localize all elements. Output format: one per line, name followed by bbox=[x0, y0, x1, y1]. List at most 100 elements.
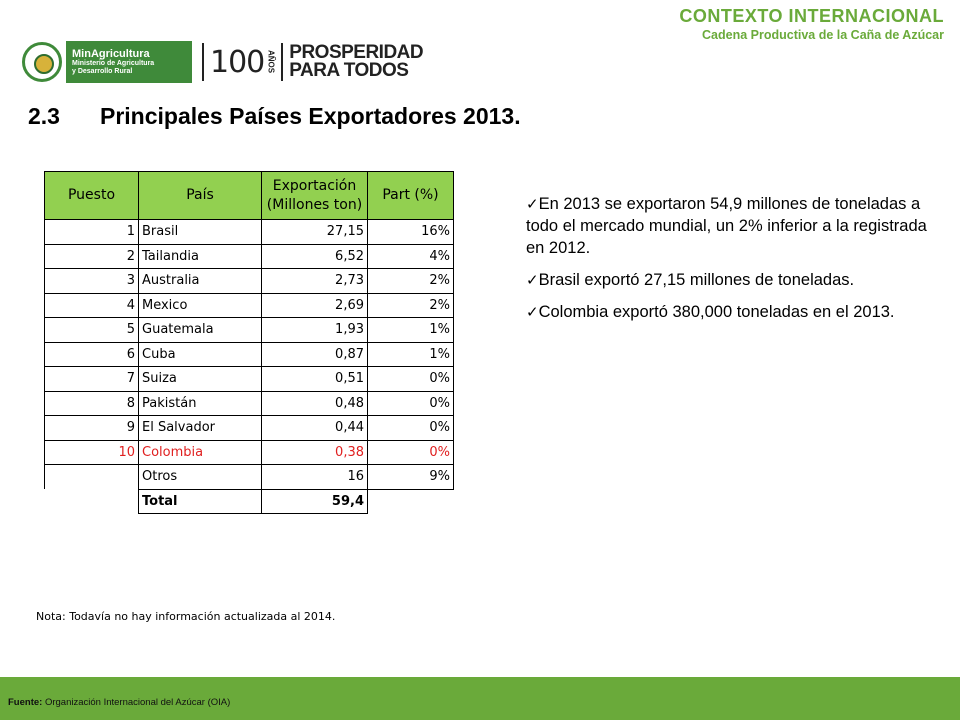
table-row-total: Total 59,4 bbox=[45, 488, 454, 514]
cell-export: 16 bbox=[261, 464, 368, 490]
check-icon: ✓ bbox=[526, 271, 539, 289]
cell-puesto: 5 bbox=[44, 317, 139, 343]
table-row-otros: Otros 16 9% bbox=[44, 464, 454, 490]
cell-pais: Brasil bbox=[138, 219, 262, 245]
cell-pais: Guatemala bbox=[138, 317, 262, 343]
header-block: CONTEXTO INTERNACIONAL Cadena Productiva… bbox=[679, 6, 944, 42]
cell-part: 0% bbox=[367, 415, 454, 441]
cell-part: 16% bbox=[367, 219, 454, 245]
ministry-name: MinAgricultura bbox=[72, 48, 150, 60]
cell-pais: Otros bbox=[138, 464, 262, 490]
header-part: Part (%) bbox=[367, 171, 454, 220]
cell-pais: Suiza bbox=[138, 366, 262, 392]
ministry-logo: MinAgricultura Ministerio de Agricultura… bbox=[66, 41, 192, 83]
cell-export: 1,93 bbox=[261, 317, 368, 343]
cell-part: 9% bbox=[367, 464, 454, 490]
cell-part: 0% bbox=[367, 366, 454, 392]
cell-puesto: 8 bbox=[44, 390, 139, 416]
cell-puesto: 10 bbox=[44, 439, 139, 465]
bullet-item: ✓En 2013 se exportaron 54,9 millones de … bbox=[526, 193, 936, 259]
table-row: 5 Guatemala 1,93 1% bbox=[44, 317, 454, 343]
table-row: 3 Australia 2,73 2% bbox=[44, 268, 454, 294]
cell-export: 6,52 bbox=[261, 243, 368, 269]
cell-puesto: 9 bbox=[44, 415, 139, 441]
section-number: 2.3 bbox=[28, 103, 60, 129]
cell-puesto: 1 bbox=[44, 219, 139, 245]
slogan-line1: PROSPERIDAD bbox=[289, 42, 424, 63]
cell-export: 0,48 bbox=[261, 390, 368, 416]
cell-puesto: 4 bbox=[44, 292, 139, 318]
header-exportacion-line2: (Millones ton) bbox=[266, 196, 363, 213]
centenary-logo: 100 bbox=[210, 44, 265, 80]
cell-empty bbox=[44, 464, 139, 489]
cell-total-label: Total bbox=[138, 488, 262, 514]
header-subtitle: Cadena Productiva de la Caña de Azúcar bbox=[702, 28, 944, 42]
cell-puesto: 7 bbox=[44, 366, 139, 392]
table-row: 6 Cuba 0,87 1% bbox=[44, 341, 454, 367]
section-title-text: Principales Países Exportadores 2013. bbox=[100, 103, 521, 129]
cell-pais: Mexico bbox=[138, 292, 262, 318]
cell-export: 0,51 bbox=[261, 366, 368, 392]
bullet-item: ✓Colombia exportó 380,000 toneladas en e… bbox=[526, 301, 936, 323]
check-icon: ✓ bbox=[526, 195, 539, 213]
centenary-suffix: AÑOS bbox=[266, 50, 276, 74]
ministry-line1: Ministerio de Agricultura bbox=[72, 60, 155, 67]
cell-empty bbox=[45, 489, 139, 514]
table-row: 4 Mexico 2,69 2% bbox=[44, 292, 454, 318]
cell-part: 0% bbox=[367, 439, 454, 465]
cell-part: 1% bbox=[367, 317, 454, 343]
cell-puesto: 3 bbox=[44, 268, 139, 294]
cell-export: 27,15 bbox=[261, 219, 368, 245]
ministry-line2: y Desarrollo Rural bbox=[72, 68, 133, 75]
cell-puesto: 6 bbox=[44, 341, 139, 367]
table-row: 2 Tailandia 6,52 4% bbox=[44, 243, 454, 269]
cell-part: 2% bbox=[367, 268, 454, 294]
cell-part: 2% bbox=[367, 292, 454, 318]
section-title: 2.3 Principales Países Exportadores 2013. bbox=[28, 103, 521, 130]
table-header-row: Puesto País Exportación (Millones ton) P… bbox=[44, 171, 454, 220]
source-text: Fuente: Organización Internacional del A… bbox=[8, 697, 230, 708]
cell-empty bbox=[368, 489, 454, 514]
cell-export: 0,38 bbox=[261, 439, 368, 465]
logo-strip: MinAgricultura Ministerio de Agricultura… bbox=[22, 40, 424, 84]
header-title: CONTEXTO INTERNACIONAL bbox=[679, 6, 944, 26]
bullet-text: En 2013 se exportaron 54,9 millones de t… bbox=[526, 195, 927, 257]
cell-total-value: 59,4 bbox=[261, 488, 368, 514]
logo-divider-2 bbox=[281, 43, 284, 81]
cell-export: 2,69 bbox=[261, 292, 368, 318]
note-text: Nota: Todavía no hay información actuali… bbox=[36, 610, 336, 623]
table-row-colombia: 10 Colombia 0,38 0% bbox=[44, 439, 454, 465]
source-label: Fuente: bbox=[8, 697, 43, 708]
bullet-text: Colombia exportó 380,000 toneladas en el… bbox=[538, 303, 895, 321]
coat-of-arms-icon bbox=[22, 42, 62, 82]
bullet-list: ✓En 2013 se exportaron 54,9 millones de … bbox=[526, 193, 936, 333]
bullet-item: ✓Brasil exportó 27,15 millones de tonela… bbox=[526, 269, 936, 291]
header-puesto: Puesto bbox=[44, 171, 139, 220]
logo-divider bbox=[202, 43, 204, 81]
footer-bar: Fuente: Organización Internacional del A… bbox=[0, 677, 960, 720]
cell-pais: Tailandia bbox=[138, 243, 262, 269]
check-icon: ✓ bbox=[526, 303, 539, 321]
cell-pais: Pakistán bbox=[138, 390, 262, 416]
cell-part: 0% bbox=[367, 390, 454, 416]
cell-pais: El Salvador bbox=[138, 415, 262, 441]
bullet-text: Brasil exportó 27,15 millones de tonelad… bbox=[538, 271, 855, 289]
cell-pais: Cuba bbox=[138, 341, 262, 367]
cell-part: 1% bbox=[367, 341, 454, 367]
table-row: 1 Brasil 27,15 16% bbox=[44, 219, 454, 245]
table-row: 8 Pakistán 0,48 0% bbox=[44, 390, 454, 416]
cell-export: 2,73 bbox=[261, 268, 368, 294]
header-pais: País bbox=[138, 171, 262, 220]
slogan-logo: PROSPERIDAD PARA TODOS bbox=[289, 42, 424, 81]
cell-export: 0,87 bbox=[261, 341, 368, 367]
header-exportacion: Exportación (Millones ton) bbox=[261, 171, 368, 220]
table-row: 7 Suiza 0,51 0% bbox=[44, 366, 454, 392]
cell-pais: Australia bbox=[138, 268, 262, 294]
cell-export: 0,44 bbox=[261, 415, 368, 441]
table-row: 9 El Salvador 0,44 0% bbox=[44, 415, 454, 441]
slogan-line2: PARA TODOS bbox=[289, 60, 409, 81]
exporters-table: Puesto País Exportación (Millones ton) P… bbox=[44, 171, 454, 514]
source-value: Organización Internacional del Azúcar (O… bbox=[44, 697, 231, 708]
cell-puesto: 2 bbox=[44, 243, 139, 269]
cell-pais: Colombia bbox=[138, 439, 262, 465]
